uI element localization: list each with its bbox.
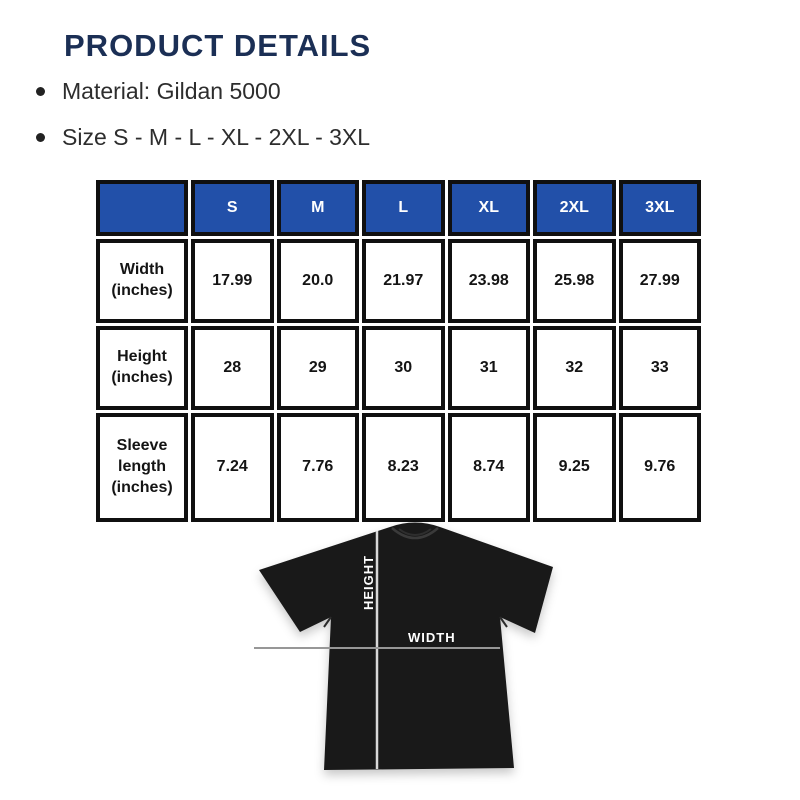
row-label-height: Height (inches) bbox=[96, 326, 188, 410]
table-cell: 25.98 bbox=[533, 239, 616, 323]
left-sleeve-seam bbox=[323, 616, 332, 628]
table-cell: 21.97 bbox=[362, 239, 445, 323]
tshirt-shape bbox=[259, 522, 553, 770]
collar-seam bbox=[391, 527, 439, 540]
tshirt-image: HEIGHT WIDTH bbox=[254, 522, 553, 770]
bullet-item-sizes: Size S - M - L - XL - 2XL - 3XL bbox=[34, 124, 370, 151]
table-corner-cell bbox=[96, 180, 188, 236]
table-cell: 9.76 bbox=[618, 413, 701, 522]
bullet-list: Material: Gildan 5000 Size S - M - L - X… bbox=[34, 78, 370, 170]
right-sleeve-seam bbox=[499, 616, 508, 628]
table-cell: 31 bbox=[447, 326, 530, 410]
table-cell: 7.24 bbox=[191, 413, 274, 522]
table-header-3xl: 3XL bbox=[618, 180, 701, 236]
table-cell: 8.23 bbox=[362, 413, 445, 522]
table-cell: 30 bbox=[362, 326, 445, 410]
height-label: HEIGHT bbox=[361, 555, 376, 610]
table-header-m: M bbox=[276, 180, 359, 236]
table-header-s: S bbox=[191, 180, 274, 236]
table-cell: 29 bbox=[276, 326, 359, 410]
table-header-xl: XL bbox=[447, 180, 530, 236]
width-label: WIDTH bbox=[408, 630, 456, 645]
size-table: S M L XL 2XL 3XL Width (inches) 17.99 20… bbox=[96, 180, 701, 522]
row-label-width: Width (inches) bbox=[96, 239, 188, 323]
bullet-item-material: Material: Gildan 5000 bbox=[34, 78, 370, 105]
table-header-l: L bbox=[362, 180, 445, 236]
tshirt-measurement-diagram: HEIGHT WIDTH bbox=[250, 515, 570, 787]
table-cell: 8.74 bbox=[447, 413, 530, 522]
table-cell: 32 bbox=[533, 326, 616, 410]
page-title: PRODUCT DETAILS bbox=[64, 28, 372, 63]
table-cell: 23.98 bbox=[447, 239, 530, 323]
table-cell: 27.99 bbox=[618, 239, 701, 323]
collar-rib bbox=[398, 528, 432, 536]
row-label-sleeve: Sleeve length (inches) bbox=[96, 413, 188, 522]
table-header-2xl: 2XL bbox=[533, 180, 616, 236]
table-cell: 17.99 bbox=[191, 239, 274, 323]
table-cell: 33 bbox=[618, 326, 701, 410]
table-cell: 7.76 bbox=[276, 413, 359, 522]
table-cell: 28 bbox=[191, 326, 274, 410]
table-cell: 20.0 bbox=[276, 239, 359, 323]
table-cell: 9.25 bbox=[533, 413, 616, 522]
